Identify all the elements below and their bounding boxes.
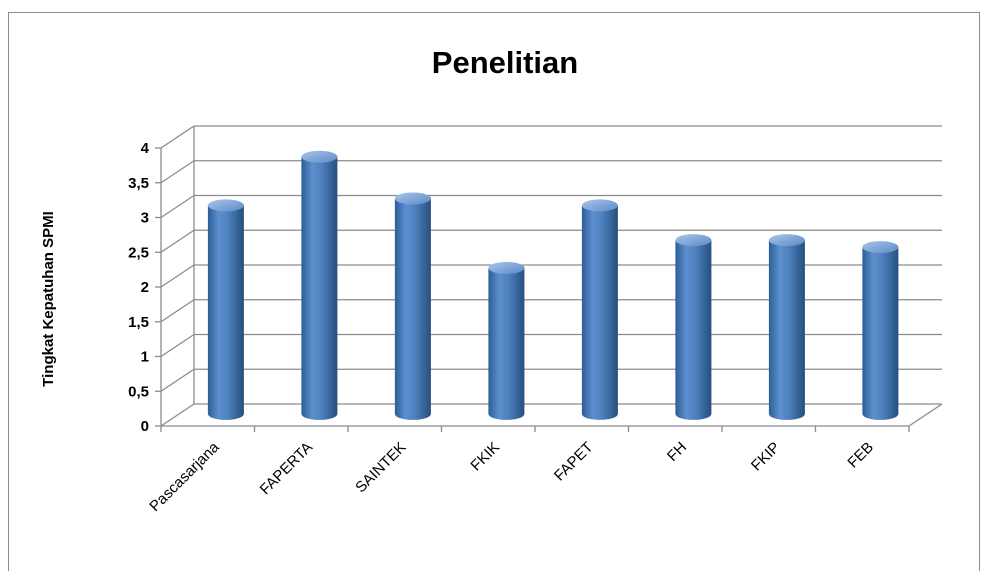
- bar-cap: [207, 199, 244, 212]
- chart-svg: 0 0,5 1 1,5 2 2,5 3 3,5 4 Pascasarjana FAPERTA SAIN…: [40, 45, 943, 515]
- gridline-side: [160, 403, 195, 427]
- bar-cap: [301, 150, 338, 163]
- bar-cap: [862, 241, 899, 254]
- bar-body: [768, 240, 805, 420]
- bar-body: [207, 205, 244, 420]
- gridline-side: [160, 160, 195, 184]
- bar-body: [394, 198, 431, 420]
- bar: [301, 150, 338, 420]
- y-tick-label: 1: [141, 349, 149, 366]
- gridline-side: [160, 194, 195, 219]
- bar-body: [581, 205, 618, 420]
- bar-body: [675, 240, 712, 420]
- x-tick-label: SAINTEK: [352, 439, 409, 496]
- bar-body: [862, 247, 899, 420]
- y-axis-label: Tingkat Kepatuhan SPMI: [40, 211, 57, 387]
- bar: [394, 192, 431, 420]
- x-tick-label: FH: [664, 439, 690, 465]
- gridlines: [160, 125, 942, 427]
- gridline-side: [160, 229, 195, 253]
- bar: [862, 241, 899, 420]
- y-tick-label: 1,5: [128, 314, 149, 331]
- bar: [768, 234, 805, 420]
- x-tick-label: FKIK: [467, 439, 503, 475]
- bars: [207, 150, 899, 420]
- x-tick-label: Pascasarjana: [146, 438, 223, 515]
- bar-cap: [768, 234, 805, 247]
- y-tick-label: 3,5: [128, 175, 149, 192]
- bar-cap: [675, 234, 712, 247]
- bar: [207, 199, 244, 420]
- gridline-side: [160, 125, 195, 149]
- x-tick-label: FKIP: [748, 439, 784, 475]
- bar: [675, 234, 712, 420]
- bar: [581, 199, 618, 420]
- x-tick-label: FEB: [844, 439, 877, 472]
- floor-right-edge: [908, 403, 943, 427]
- y-tick-label: 3: [141, 210, 149, 227]
- y-tick-label: 0,5: [128, 383, 149, 400]
- gridline-side: [160, 264, 195, 288]
- bar: [488, 261, 525, 420]
- y-tick-label: 0: [141, 418, 149, 435]
- x-tick-label: FAPET: [551, 439, 597, 485]
- bar-cap: [394, 192, 431, 205]
- chart-title: Penelitian: [432, 45, 578, 80]
- gridline-side: [160, 368, 195, 392]
- axes: [155, 126, 943, 432]
- y-tick-label: 2,5: [128, 244, 149, 261]
- bar-body: [488, 267, 525, 420]
- y-tick-label: 4: [141, 140, 150, 157]
- bar-body: [301, 156, 338, 420]
- x-tick-label: FAPERTA: [257, 439, 316, 498]
- bar-cap: [488, 261, 525, 274]
- y-tick-label: 2: [141, 279, 149, 296]
- gridline-side: [160, 299, 195, 323]
- chart-frame: 0 0,5 1 1,5 2 2,5 3 3,5 4 Pascasarjana FAPERTA SAIN…: [8, 12, 980, 571]
- bar-cap: [581, 199, 618, 212]
- gridline-side: [160, 333, 195, 358]
